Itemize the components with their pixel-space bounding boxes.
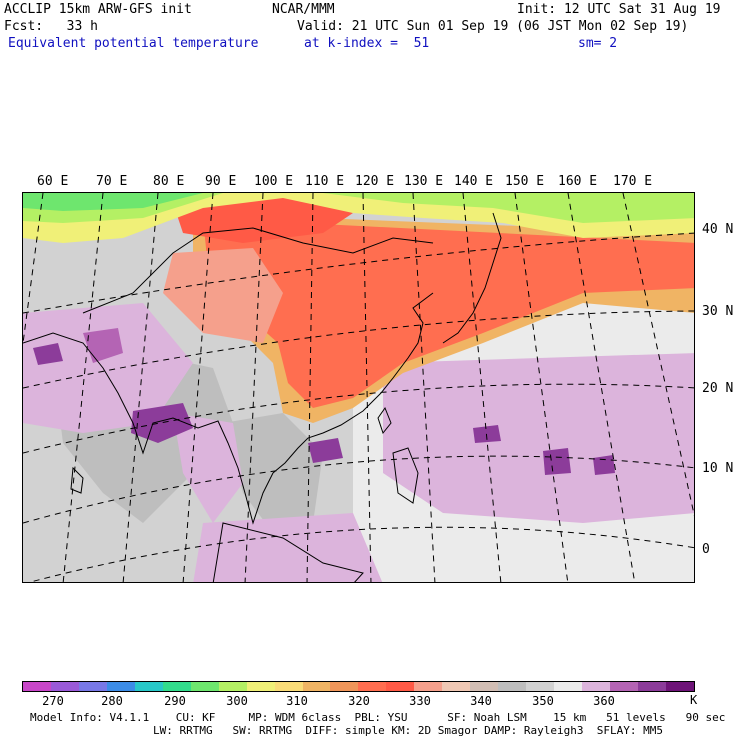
lon-label-110: 110 E (305, 174, 345, 189)
valid-time: Valid: 21 UTC Sun 01 Sep 19 (06 JST Mon … (297, 19, 689, 34)
colorbar-tick: 310 (286, 694, 308, 708)
lat-label-40: 40 N (702, 222, 734, 237)
level-label: at k-index = 51 (304, 36, 430, 51)
lon-label-70: 70 E (96, 174, 128, 189)
colorbar-tick: 360 (593, 694, 615, 708)
northern-green-band (23, 193, 694, 223)
parallel-40 (23, 232, 694, 314)
tibet-transition (163, 248, 283, 343)
lon-label-120: 120 E (355, 174, 395, 189)
equatorial-lavender (193, 513, 383, 582)
colorbar-unit: K (690, 693, 698, 707)
lat-label-30: 30 N (702, 304, 734, 319)
theta-e-map (23, 193, 694, 582)
high-theta-patch-pacific-3 (593, 455, 615, 475)
colorbar-swatch (470, 682, 499, 691)
model-info-line1: Model Info: V4.1.1 CU: KF MP: WDM 6class… (30, 711, 726, 724)
meridian-170 (622, 193, 694, 517)
colorbar-tick: 350 (532, 694, 554, 708)
parallel-10 (23, 455, 694, 524)
colorbar-swatch (330, 682, 359, 691)
tropical-pacific-lavender (383, 353, 694, 523)
colorbar-swatch (246, 682, 275, 691)
colorbar-swatch (134, 682, 163, 691)
colorbar-swatch (610, 682, 638, 691)
colorbar-swatch (526, 682, 555, 691)
colorbar-swatch (274, 682, 303, 691)
smoothing-label: sm= 2 (578, 36, 618, 51)
colorbar-swatch (302, 682, 331, 691)
colorbar-tick: 330 (409, 694, 431, 708)
colorbar-tick: 290 (164, 694, 186, 708)
lon-label-130: 130 E (404, 174, 444, 189)
colorbar-tick: 280 (101, 694, 123, 708)
colorbar-tick: 320 (348, 694, 370, 708)
lat-label-20: 20 N (702, 381, 734, 396)
maritime-continent-outline (212, 522, 364, 582)
init-time: Init: 12 UTC Sat 31 Aug 19 (517, 2, 721, 17)
model-title: ACCLIP 15km ARW-GFS init (4, 2, 192, 17)
colorbar-swatch (442, 682, 471, 691)
lon-label-100: 100 E (254, 174, 294, 189)
colorbar-swatch (414, 682, 443, 691)
colorbar-swatch (162, 682, 191, 691)
colorbar-swatch (190, 682, 219, 691)
colorbar-swatch (218, 682, 247, 691)
colorbar (22, 681, 695, 692)
colorbar-swatch (106, 682, 135, 691)
map-panel (22, 192, 695, 583)
forecast-hour: Fcst: 33 h (4, 19, 98, 34)
colorbar-swatch (23, 682, 51, 691)
sri-lanka-outline (70, 466, 84, 494)
high-theta-patch-pacific-1 (473, 425, 501, 443)
arabian-sea-lavender (23, 303, 193, 433)
colorbar-swatch (582, 682, 611, 691)
meridian-60 (23, 193, 44, 344)
subtropical-band-core (203, 218, 694, 408)
asian-coastline (23, 292, 434, 525)
model-info-line2: LW: RRTMG SW: RRTMG DIFF: simple KM: 2D … (153, 724, 663, 737)
colorbar-swatch (665, 682, 694, 691)
lon-label-160: 160 E (558, 174, 598, 189)
lat-label-10: 10 N (702, 461, 734, 476)
bay-of-bengal-lavender (173, 413, 243, 523)
colorbar-swatch (50, 682, 79, 691)
high-theta-patch-india (83, 328, 123, 363)
lon-label-80: 80 E (153, 174, 185, 189)
lon-label-150: 150 E (505, 174, 545, 189)
taiwan-outline (377, 406, 392, 435)
lon-label-60: 60 E (37, 174, 69, 189)
field-name: Equivalent potential temperature (8, 36, 259, 51)
japan-outline (442, 212, 502, 344)
institution-label: NCAR/MMM (272, 2, 335, 17)
high-theta-patch-bengal (131, 403, 193, 443)
inland-borders (82, 227, 434, 314)
lon-label-140: 140 E (454, 174, 494, 189)
colorbar-swatch (386, 682, 415, 691)
colorbar-tick: 270 (42, 694, 64, 708)
lon-label-90: 90 E (205, 174, 237, 189)
parallel-30 (23, 310, 694, 389)
lat-label-0: 0 (702, 542, 710, 557)
parallel-0 (28, 526, 694, 582)
coastlines (23, 212, 502, 582)
high-theta-patch-scs (308, 438, 343, 463)
colorbar-tick: 340 (470, 694, 492, 708)
high-theta-patch-pacific-2 (543, 448, 571, 475)
philippines-outline (392, 447, 419, 504)
meridian-160 (567, 193, 636, 582)
colorbar-swatch (358, 682, 387, 691)
colorbar-swatch (78, 682, 107, 691)
colorbar-swatch (498, 682, 527, 691)
graticule (23, 193, 694, 582)
colorbar-tick: 300 (226, 694, 248, 708)
lon-label-170: 170 E (613, 174, 653, 189)
parallel-20 (23, 383, 694, 454)
high-theta-patch-arabia (33, 343, 63, 365)
colorbar-swatch (554, 682, 583, 691)
colorbar-swatch (637, 682, 666, 691)
